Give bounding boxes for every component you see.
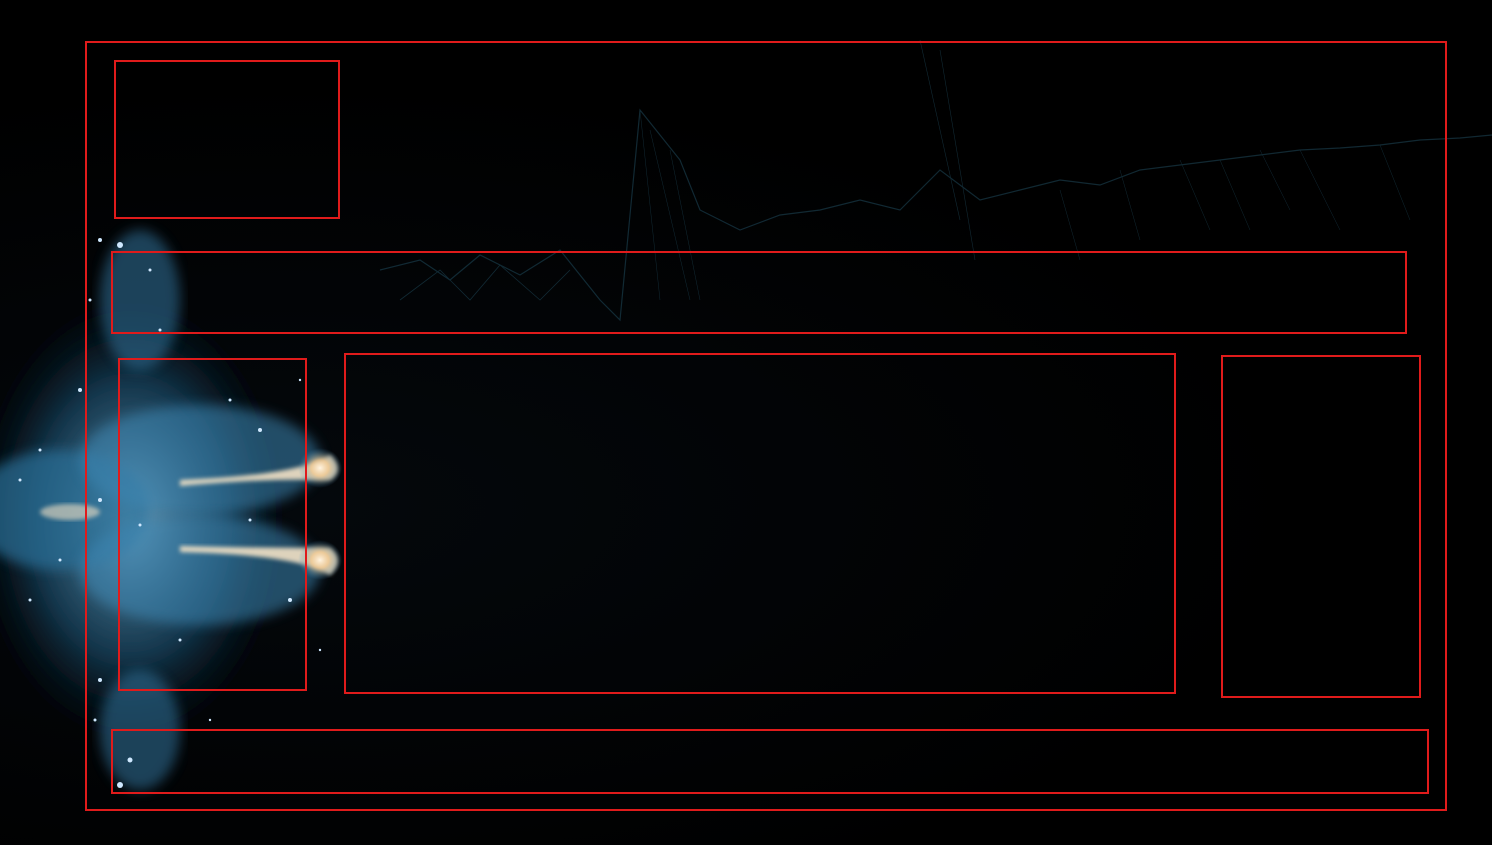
left-sidebar-panel <box>118 358 307 691</box>
waveform-graphic <box>379 39 1492 322</box>
footer-bar <box>111 729 1429 794</box>
outer-frame <box>85 41 1447 811</box>
main-content-panel <box>344 353 1176 694</box>
header-bar <box>111 251 1407 334</box>
logo-placeholder <box>114 60 340 219</box>
right-sidebar-panel <box>1221 355 1421 698</box>
nebula-graphic <box>0 230 342 790</box>
